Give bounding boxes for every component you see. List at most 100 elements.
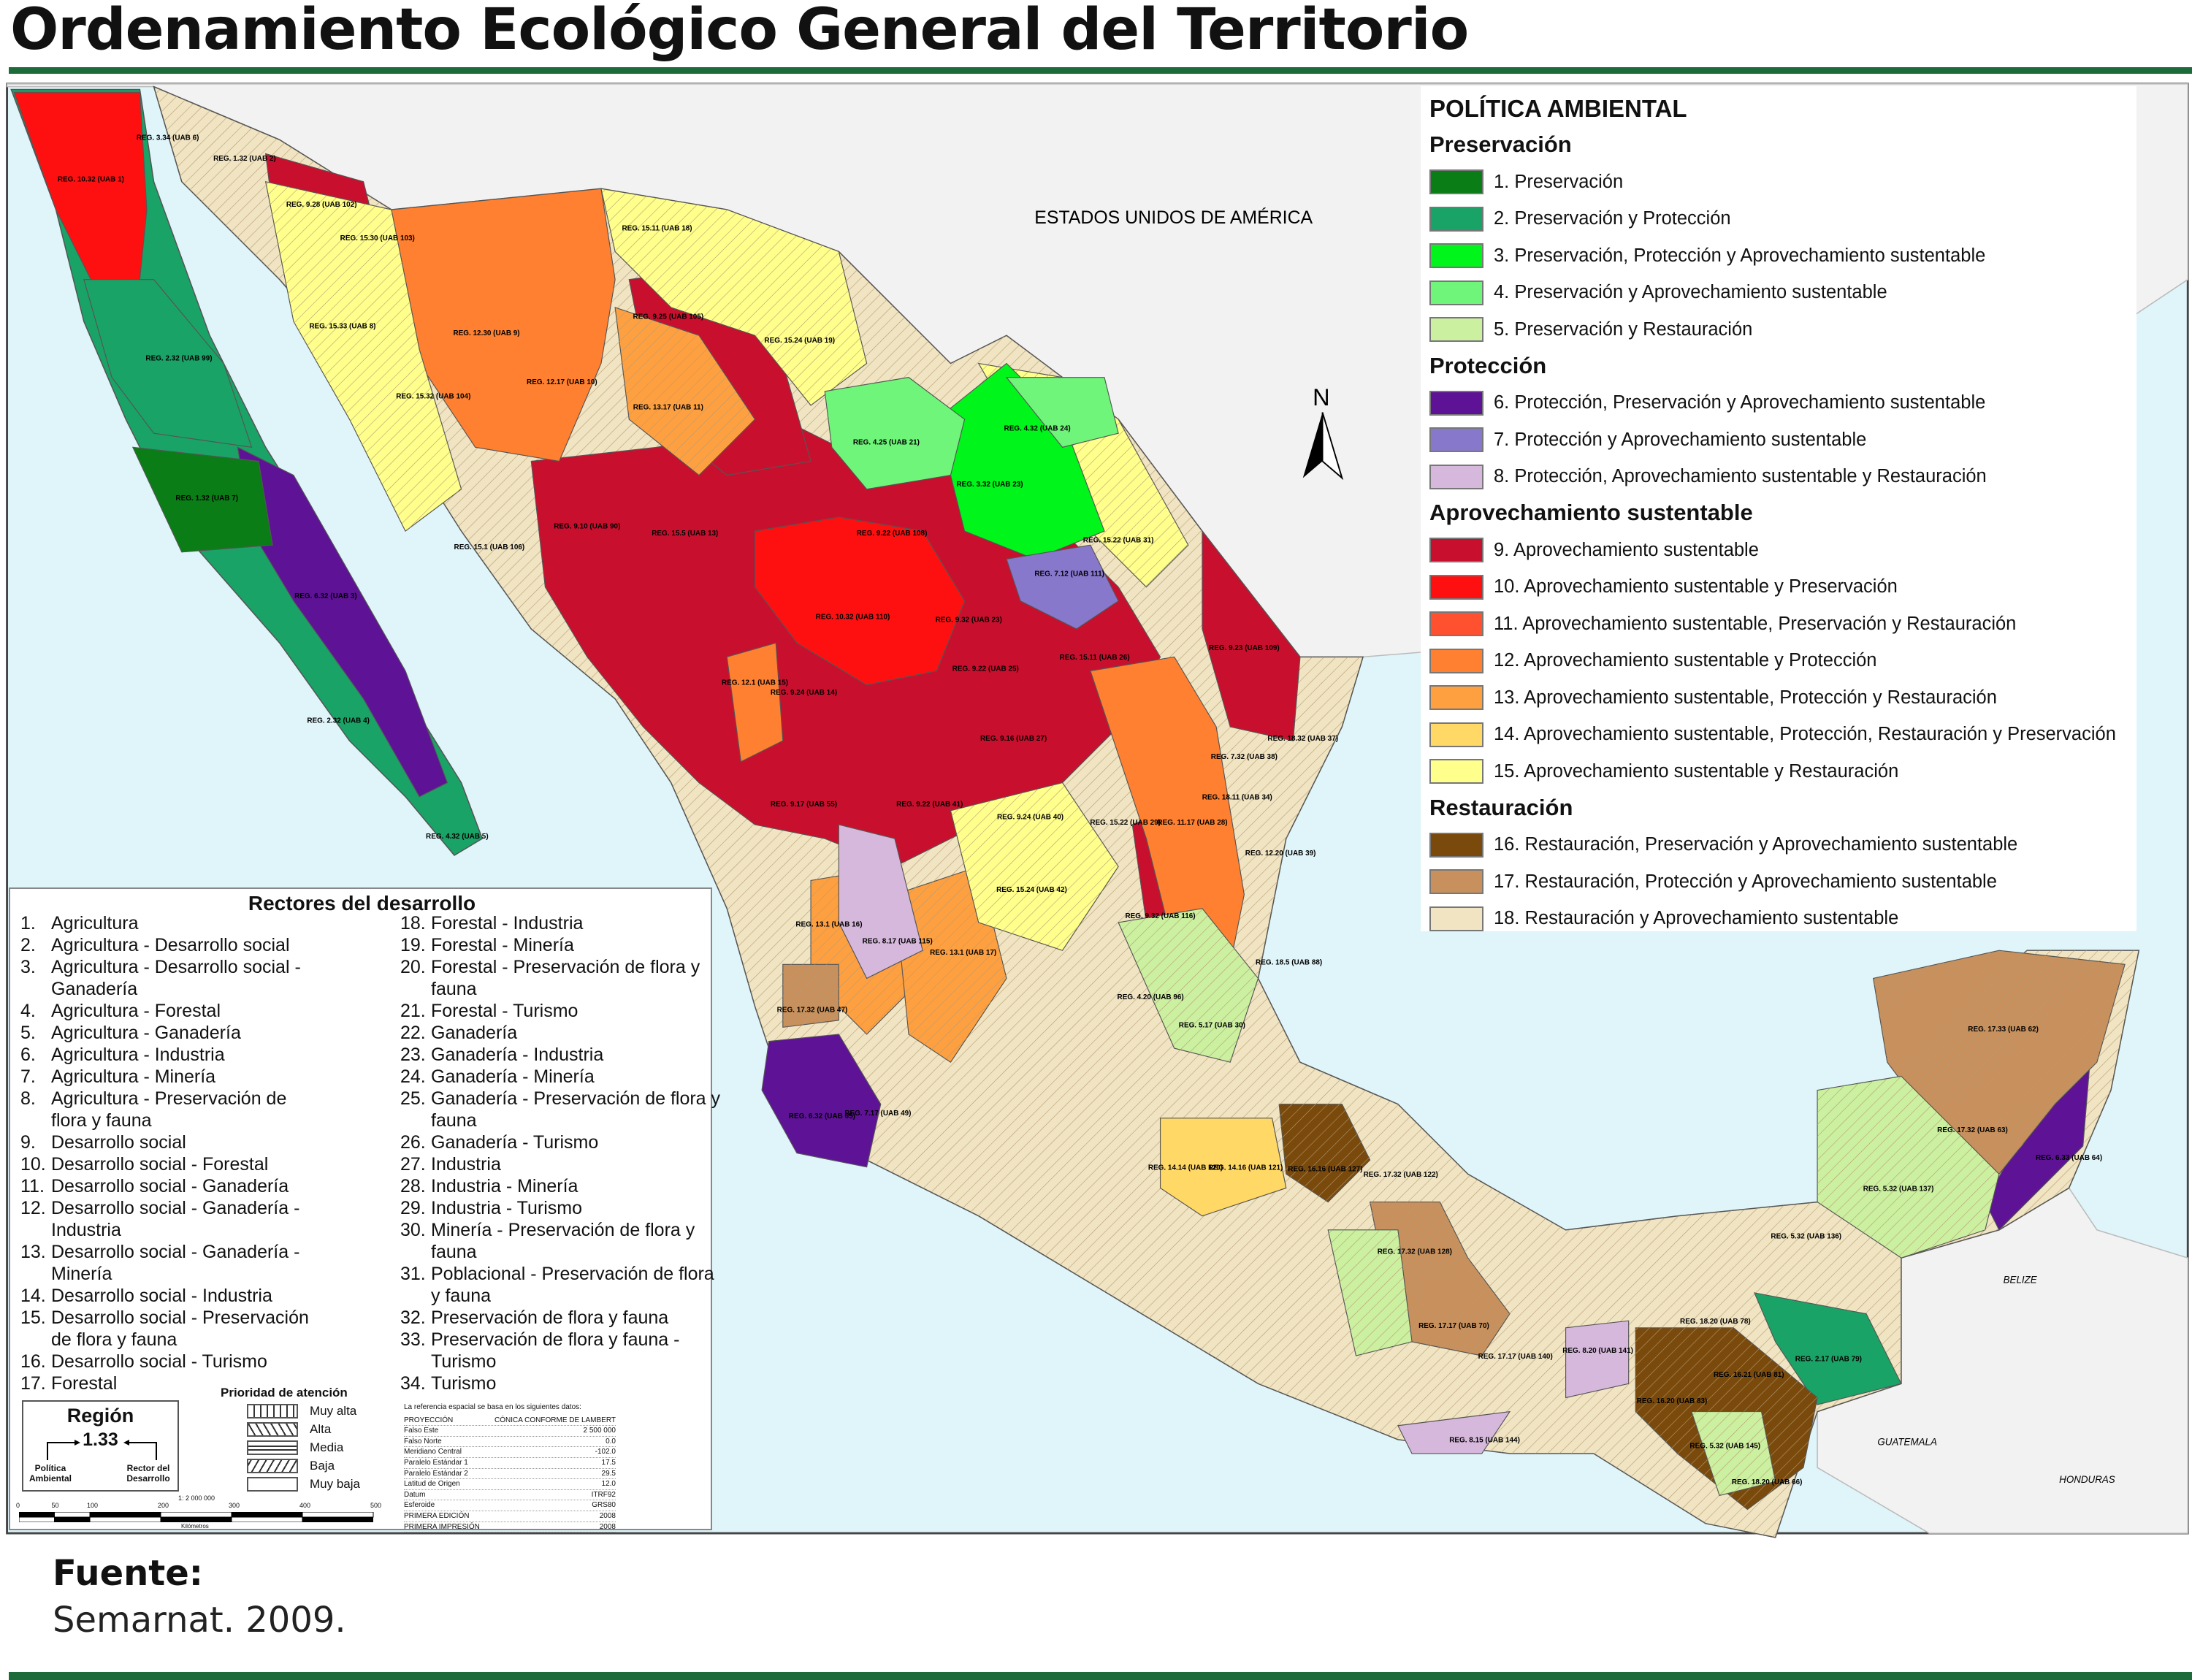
priority-label: Muy baja: [310, 1476, 360, 1491]
region-label: REG. 9.22 (UAB 41): [896, 801, 963, 809]
region-label: REG. 9.24 (UAB 40): [997, 813, 1063, 821]
rector-number: 34.: [400, 1373, 426, 1394]
projection-value: 17.5: [601, 1458, 616, 1467]
scale-ratio: 1: 2 000 000: [178, 1494, 215, 1502]
rector-number: 13.: [20, 1242, 46, 1262]
rector-item: 10. Desarrollo social - Forestal: [20, 1153, 321, 1175]
region-policy-14[interactable]: [1159, 1118, 1287, 1217]
region-policy-8[interactable]: [1565, 1320, 1630, 1399]
region-policy-12[interactable]: [1090, 656, 1245, 966]
rector-number: 2.: [20, 935, 36, 955]
rector-item: 23. Ganadería - Industria: [400, 1044, 723, 1066]
region-policy-9[interactable]: [1202, 530, 1301, 741]
region-policy-4[interactable]: [1005, 377, 1119, 448]
region-label: REG. 15.32 (UAB 104): [396, 392, 470, 400]
region-label: REG. 11.17 (UAB 28): [1157, 819, 1227, 827]
svg-text:N: N: [1313, 384, 1329, 411]
legend-item-label: 14. Aprovechamiento sustentable, Protecc…: [1494, 724, 2116, 745]
region-hatch: [1328, 1229, 1413, 1356]
rector-item: 6. Agricultura - Industria: [20, 1044, 321, 1066]
legend-item: 18. Restauración y Aprovechamiento suste…: [1429, 901, 2132, 938]
region-policy-10[interactable]: [754, 516, 966, 686]
rector-number: 23.: [400, 1045, 426, 1065]
rector-label: Desarrollo social: [51, 1132, 186, 1153]
region-policy-6[interactable]: [237, 446, 448, 798]
region-label: REG. 12.1 (UAB 15): [722, 679, 788, 687]
region-hatch: [1279, 1104, 1370, 1202]
region-label: REG. 17.17 (UAB 70): [1418, 1322, 1489, 1330]
rector-number: 14.: [20, 1286, 46, 1306]
region-policy-12[interactable]: [726, 642, 784, 763]
region-label: REG. 2.32 (UAB 4): [307, 717, 370, 725]
projection-key: Latitud de Origen: [404, 1480, 460, 1489]
region-label: REG. 15.33 (UAB 8): [309, 323, 375, 331]
rector-number: 1.: [20, 913, 36, 933]
region-policy-8[interactable]: [1397, 1410, 1511, 1454]
region-label: REG. 14.14 (UAB 120): [1148, 1164, 1223, 1172]
rector-label: Agricultura - Desarrollo social - Ganade…: [51, 957, 301, 999]
scale-segment: [160, 1512, 232, 1518]
legend-item: 10. Aprovechamiento sustentable y Preser…: [1429, 569, 2132, 606]
projection-value: 2 500 000: [583, 1427, 616, 1435]
legend-swatch: [1429, 685, 1483, 711]
projection-value: 2008: [599, 1522, 616, 1531]
rector-number: 9.: [20, 1132, 36, 1153]
legend-item: 3. Preservación, Protección y Aprovecham…: [1429, 237, 2132, 275]
legend-swatch: [1429, 538, 1483, 563]
rector-number: 25.: [400, 1088, 426, 1109]
legend-item-label: 4. Preservación y Aprovechamiento susten…: [1494, 282, 1887, 303]
legend-item: 12. Aprovechamiento sustentable y Protec…: [1429, 643, 2132, 680]
region-policy-1[interactable]: [131, 446, 273, 553]
page-title: Ordenamiento Ecológico General del Terri…: [10, 0, 1469, 63]
scale-tick: 200: [158, 1502, 169, 1509]
priority-pattern-swatch: [247, 1403, 298, 1419]
legend-item-label: 5. Preservación y Restauración: [1494, 318, 1753, 340]
rector-label: Ganadería: [431, 1023, 518, 1043]
region-label: REG. 15.22 (UAB 31): [1083, 536, 1154, 544]
region-policy-7[interactable]: [1006, 544, 1119, 630]
rector-label: Industria - Turismo: [431, 1198, 583, 1218]
region-policy-2[interactable]: [83, 279, 253, 448]
rector-label: Ganadería - Industria: [431, 1045, 604, 1065]
scale-segment: [232, 1512, 302, 1517]
scale-segment: [54, 1517, 90, 1522]
projection-value: 12.0: [601, 1480, 616, 1489]
rector-label: Minería - Preservación de flora y fauna: [431, 1220, 695, 1262]
rector-number: 19.: [400, 935, 426, 955]
region-label: REG. 9.10 (UAB 90): [554, 522, 620, 530]
projection-key: Paralelo Estándar 1: [404, 1458, 468, 1467]
projection-key: PRIMERA EDICIÓN: [404, 1511, 470, 1520]
region-policy-6[interactable]: [761, 1034, 882, 1168]
priority-label: Muy alta: [310, 1403, 357, 1418]
rector-item: 14. Desarrollo social - Industria: [20, 1285, 321, 1307]
rector-number: 6.: [20, 1045, 36, 1065]
region-label: REG. 9.22 (UAB 25): [952, 665, 1019, 673]
region-hatch: [950, 782, 1119, 951]
legend-swatch: [1429, 759, 1483, 784]
projection-value: 2008: [599, 1511, 616, 1520]
region-policy-8[interactable]: [838, 824, 923, 980]
rector-label: Agricultura - Ganadería: [51, 1023, 241, 1043]
region-policy-4[interactable]: [824, 377, 966, 490]
rector-label: Agricultura: [51, 913, 139, 933]
region-label: REG. 6.32 (UAB 65): [789, 1112, 855, 1120]
footer-divider: [9, 1672, 2192, 1680]
projection-row: Paralelo Estándar 1 17.5: [404, 1458, 616, 1469]
rector-number: 28.: [400, 1176, 426, 1196]
source-text: Semarnat. 2009.: [53, 1600, 346, 1641]
rector-number: 20.: [400, 957, 426, 977]
region-label: REG. 6.33 (UAB 64): [2036, 1154, 2102, 1162]
region-policy-3[interactable]: [936, 362, 1105, 560]
region-policy-2[interactable]: [1753, 1292, 1902, 1405]
legend-swatch: [1429, 206, 1483, 232]
rector-item: 16. Desarrollo social - Turismo: [20, 1351, 321, 1372]
rector-item: 9. Desarrollo social: [20, 1131, 321, 1153]
rector-label: Agricultura - Desarrollo social: [51, 935, 290, 955]
rector-label: Desarrollo social - Preservación de flor…: [51, 1307, 309, 1350]
rector-number: 24.: [400, 1066, 426, 1087]
rector-label: Forestal - Turismo: [431, 1001, 578, 1021]
legend-item-label: 11. Aprovechamiento sustentable, Preserv…: [1494, 613, 2017, 634]
rector-label: Forestal - Preservación de flora y fauna: [431, 957, 700, 999]
region-label: REG. 12.30 (UAB 9): [453, 329, 519, 337]
scale-tick: 400: [299, 1502, 311, 1509]
